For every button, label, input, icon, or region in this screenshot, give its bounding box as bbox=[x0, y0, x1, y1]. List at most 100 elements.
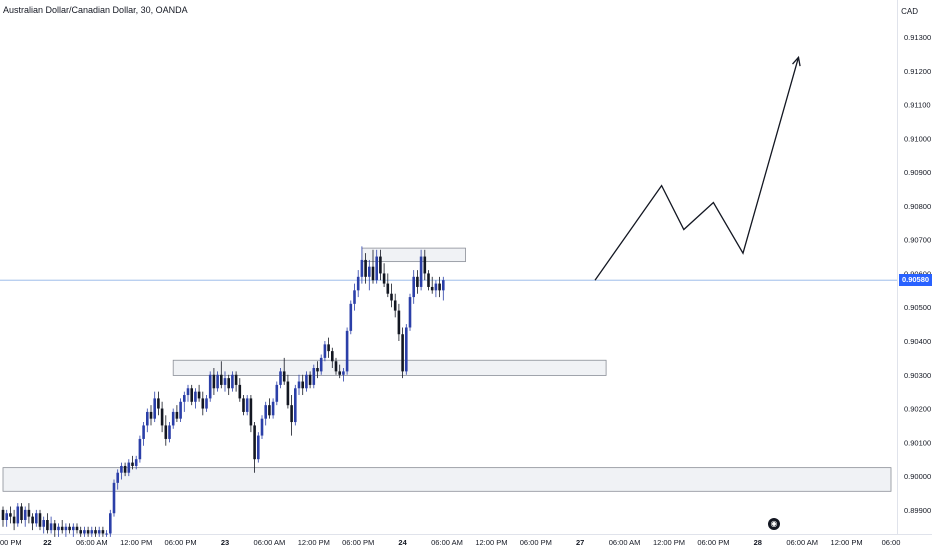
candle bbox=[153, 391, 156, 423]
time-tick-label: 27 bbox=[576, 538, 584, 547]
candle bbox=[68, 523, 71, 534]
candle bbox=[308, 371, 312, 389]
candle-body bbox=[405, 327, 408, 372]
candle-body bbox=[179, 401, 182, 419]
candle bbox=[412, 270, 415, 304]
time-axis[interactable]: 00 PM 22 06:00 AM 12:00 PM 06:00 PM 23 06:00 A… bbox=[0, 538, 900, 547]
candle bbox=[430, 276, 434, 294]
candle bbox=[60, 520, 64, 534]
candle-body bbox=[153, 398, 156, 419]
candle bbox=[109, 509, 112, 537]
candle-body bbox=[112, 482, 116, 514]
candle-body bbox=[286, 381, 290, 406]
candle-body bbox=[234, 374, 238, 385]
candle bbox=[223, 371, 227, 392]
candle-body bbox=[31, 516, 34, 524]
tradingview-logo-icon[interactable]: ◉ bbox=[768, 518, 780, 530]
candle bbox=[97, 526, 101, 537]
time-tick-label: 06:00 PM bbox=[697, 538, 729, 547]
candle bbox=[120, 462, 123, 480]
candle bbox=[405, 324, 408, 375]
time-tick-label: 22 bbox=[43, 538, 51, 547]
candle bbox=[105, 530, 108, 537]
candle-body bbox=[294, 388, 297, 423]
candle-body bbox=[60, 526, 64, 531]
projection-arrow[interactable] bbox=[594, 55, 801, 281]
candle-body bbox=[46, 520, 49, 531]
candle-body bbox=[57, 526, 60, 531]
candle-body bbox=[83, 530, 86, 534]
zone-2 bbox=[2, 467, 892, 492]
candle bbox=[338, 364, 341, 379]
candle bbox=[345, 327, 349, 375]
candle bbox=[72, 523, 75, 537]
time-tick-label: 06:00 PM bbox=[520, 538, 552, 547]
candle bbox=[312, 364, 316, 389]
chart-title[interactable]: Australian Dollar/Canadian Dollar, 30, O… bbox=[3, 5, 188, 15]
candle-body bbox=[257, 435, 260, 460]
candle bbox=[64, 523, 68, 537]
candle bbox=[42, 516, 45, 534]
candle-body bbox=[327, 344, 330, 352]
candle-body bbox=[334, 361, 338, 372]
candle bbox=[245, 395, 249, 416]
candle-body bbox=[109, 513, 112, 534]
candle-body bbox=[345, 330, 349, 372]
time-tick-label: 06:00 AM bbox=[431, 538, 463, 547]
candle-body bbox=[64, 526, 68, 531]
candle bbox=[194, 388, 197, 409]
candle bbox=[438, 276, 441, 298]
candle bbox=[227, 374, 230, 396]
candle bbox=[205, 395, 208, 412]
candle-body bbox=[423, 256, 427, 274]
candle bbox=[131, 455, 134, 470]
price-tick-label: 0.90300 bbox=[904, 371, 931, 380]
candle bbox=[208, 371, 212, 402]
candle bbox=[393, 293, 397, 318]
price-tick-label: 0.91200 bbox=[904, 67, 931, 76]
candle bbox=[397, 303, 401, 341]
candle-body bbox=[316, 368, 319, 372]
candle-body bbox=[401, 334, 404, 372]
candle-body bbox=[123, 465, 127, 473]
candle-body bbox=[297, 381, 301, 389]
candle-body bbox=[160, 408, 164, 426]
candle bbox=[79, 526, 82, 537]
candle-body bbox=[16, 506, 20, 524]
candle-body bbox=[430, 286, 434, 291]
candle bbox=[142, 422, 145, 446]
candle-body bbox=[253, 425, 256, 460]
candle bbox=[382, 263, 386, 287]
price-axis[interactable]: 0.91300 0.91200 0.91100 0.91000 0.90900 0.908… bbox=[904, 33, 931, 515]
candle bbox=[46, 513, 49, 534]
candle bbox=[419, 249, 423, 291]
candle-body bbox=[356, 276, 360, 291]
candle-body bbox=[268, 405, 271, 416]
candle bbox=[168, 422, 171, 443]
candle bbox=[408, 293, 412, 331]
candle-body bbox=[138, 438, 142, 460]
candle-body bbox=[101, 530, 105, 534]
candle-body bbox=[27, 509, 31, 517]
candle bbox=[253, 422, 256, 473]
candle bbox=[146, 408, 149, 433]
candle bbox=[242, 395, 245, 416]
candle-body bbox=[53, 523, 57, 531]
time-tick-label: 12:00 PM bbox=[475, 538, 507, 547]
candle-body bbox=[157, 398, 160, 409]
time-tick-label: 24 bbox=[398, 538, 407, 547]
candle-body bbox=[301, 381, 304, 389]
candle bbox=[175, 405, 179, 423]
candle-body bbox=[208, 374, 212, 399]
time-tick-label: 23 bbox=[221, 538, 229, 547]
candle-body bbox=[20, 506, 23, 520]
candle-body bbox=[201, 398, 205, 409]
candle-body bbox=[79, 530, 82, 534]
candle-body bbox=[38, 513, 42, 527]
candle bbox=[90, 526, 94, 537]
candle bbox=[112, 479, 116, 517]
candle bbox=[238, 378, 242, 402]
